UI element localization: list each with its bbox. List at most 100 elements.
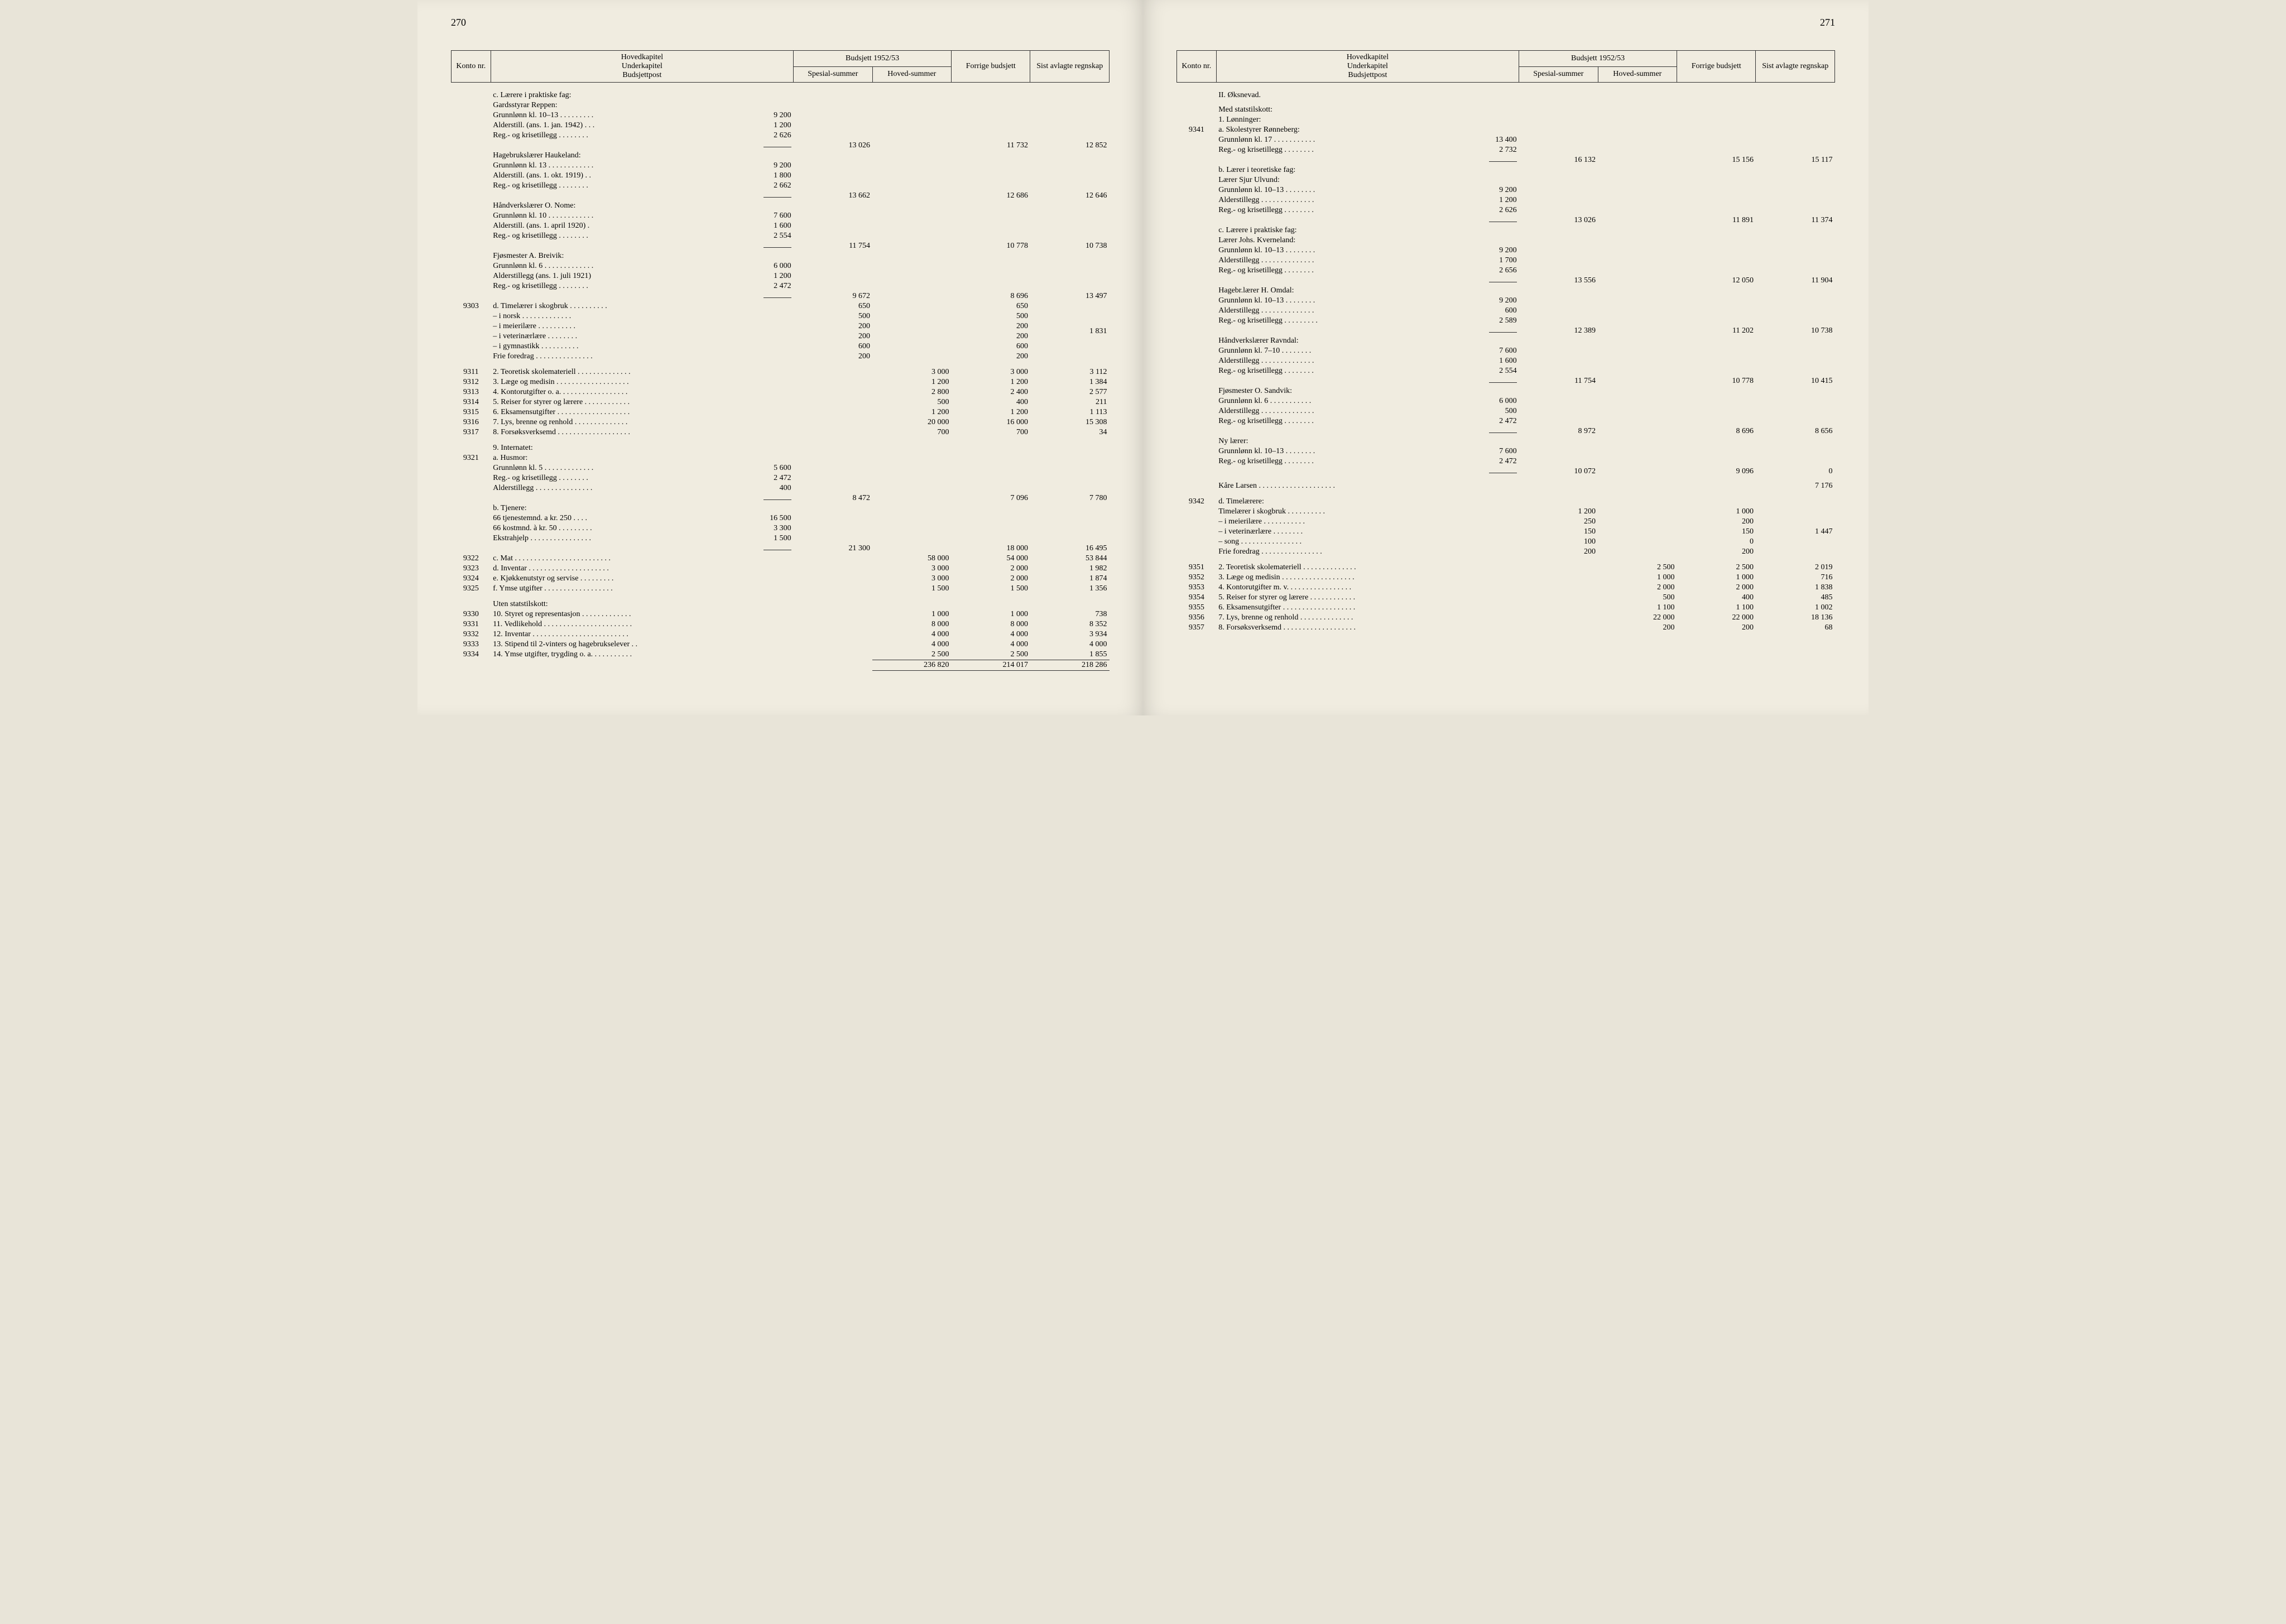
section-title: Uten statstilskott: xyxy=(491,599,793,609)
amount: 150 xyxy=(1519,527,1598,537)
line-item: Grunnlønn kl. 17 . . . . . . . . . . . xyxy=(1218,136,1315,144)
konto-nr: 9321 xyxy=(452,453,491,463)
line-item: Grunnlønn kl. 6 . . . . . . . . . . . . … xyxy=(493,262,593,270)
konto-nr: 9331 xyxy=(452,619,491,630)
th-hoved: Hoved-summer xyxy=(872,66,951,83)
konto-nr: 9315 xyxy=(452,407,491,417)
line-item: – i norsk . . . . . . . . . . . . . xyxy=(491,311,793,321)
amount: 2 554 xyxy=(1499,367,1517,376)
label: 1. Lønninger: xyxy=(1216,115,1519,125)
line-item: 3. Læge og medisin . . . . . . . . . . .… xyxy=(1216,573,1519,583)
line-item: 14. Ymse utgifter, trygding o. a. . . . … xyxy=(491,650,793,660)
page-number: 270 xyxy=(451,17,466,28)
th-sist: Sist avlagte regnskap xyxy=(1030,51,1110,83)
amount: 150 xyxy=(1677,527,1756,537)
amount: 700 xyxy=(872,427,951,438)
amount: 18 000 xyxy=(952,544,1030,554)
label: a. Husmor: xyxy=(491,453,793,463)
konto-nr: 9357 xyxy=(1177,623,1217,633)
konto-nr: 9342 xyxy=(1177,497,1217,507)
amount: 12 852 xyxy=(1030,141,1110,151)
amount: 1 600 xyxy=(774,222,791,230)
amount: 12 686 xyxy=(952,191,1030,201)
th-budsjett: Budsjett 1952/53 xyxy=(1519,51,1677,67)
line-item: – i gymnastikk . . . . . . . . . . xyxy=(491,342,793,352)
konto-nr: 9341 xyxy=(1177,125,1217,135)
amount: 1 200 xyxy=(872,377,951,387)
line-item: Grunnlønn kl. 10 . . . . . . . . . . . . xyxy=(493,212,593,220)
amount: 400 xyxy=(952,397,1030,407)
amount: 11 891 xyxy=(1677,215,1756,225)
line-item: Timelærer i skogbruk . . . . . . . . . . xyxy=(1216,507,1519,517)
subtotal: 11 754 xyxy=(794,241,872,251)
amount: 200 xyxy=(952,352,1030,362)
line-item: Reg.- og krisetillegg . . . . . . . . xyxy=(1218,146,1314,154)
amount: 1 500 xyxy=(952,584,1030,594)
section-title: II. Øksnevad. xyxy=(1216,90,1519,100)
konto-nr: 9355 xyxy=(1177,603,1217,613)
amount: 11 374 xyxy=(1756,215,1835,225)
line-item: d. Inventar . . . . . . . . . . . . . . … xyxy=(491,564,793,574)
konto-nr: 9313 xyxy=(452,387,491,397)
amount: 2 589 xyxy=(1499,316,1517,325)
subtotal: 21 300 xyxy=(794,544,872,554)
amount: 1 200 xyxy=(952,407,1030,417)
th-forrige: Forrige budsjett xyxy=(1677,51,1756,83)
amount: 200 xyxy=(1677,517,1756,527)
amount: 4 000 xyxy=(952,640,1030,650)
line-item: Reg.- og krisetillegg . . . . . . . . xyxy=(493,181,588,190)
konto-nr: 9311 xyxy=(452,367,491,377)
line-item: d. Timelærer i skogbruk . . . . . . . . … xyxy=(491,301,793,311)
header-line: Underkapitel xyxy=(622,62,662,70)
konto-nr: 9352 xyxy=(1177,573,1217,583)
amount: 2 019 xyxy=(1756,563,1835,573)
konto-nr: 9330 xyxy=(452,609,491,619)
line-item: Alderstillegg . . . . . . . . . . . . . … xyxy=(1218,357,1314,365)
budget-table-left: Konto nr. Hovedkapitel Underkapitel Buds… xyxy=(451,50,1110,671)
amount: 200 xyxy=(1519,547,1598,557)
amount: 200 xyxy=(794,352,872,362)
konto-nr: 9354 xyxy=(1177,593,1217,603)
section-title: 9. Internatet: xyxy=(491,443,793,453)
section-title: c. Lærere i praktiske fag: xyxy=(491,90,793,100)
table-header: Konto nr. Hovedkapitel Underkapitel Buds… xyxy=(1177,51,1835,83)
amount: 7 600 xyxy=(1499,447,1517,456)
line-item: 4. Kontorutgifter m. v. . . . . . . . . … xyxy=(1216,583,1519,593)
line-item: f. Ymse utgifter . . . . . . . . . . . .… xyxy=(491,584,793,594)
amount: 16 495 xyxy=(1030,544,1110,554)
amount: 1 100 xyxy=(1677,603,1756,613)
amount: 3 000 xyxy=(872,367,951,377)
line-item: 12. Inventar . . . . . . . . . . . . . .… xyxy=(491,630,793,640)
subtotal: 8 472 xyxy=(794,493,872,503)
subtotal: 11 754 xyxy=(1519,376,1598,386)
amount: 58 000 xyxy=(872,554,951,564)
amount: 0 xyxy=(1677,537,1756,547)
konto-nr: 9324 xyxy=(452,574,491,584)
amount: 9 200 xyxy=(1499,246,1517,255)
amount: 211 xyxy=(1030,397,1110,407)
amount: 10 738 xyxy=(1030,241,1110,251)
subtotal: 13 662 xyxy=(794,191,872,201)
line-item: – song . . . . . . . . . . . . . . . . xyxy=(1216,537,1519,547)
amount: 22 000 xyxy=(1598,613,1677,623)
amount: 3 000 xyxy=(872,564,951,574)
amount: 7 096 xyxy=(952,493,1030,503)
amount: 9 096 xyxy=(1677,467,1756,477)
amount: 1 447 xyxy=(1756,507,1835,557)
amount: 1 838 xyxy=(1756,583,1835,593)
subtotal: 16 132 xyxy=(1519,155,1598,165)
subtotal: 13 556 xyxy=(1519,276,1598,286)
amount: 3 934 xyxy=(1030,630,1110,640)
amount: 8 656 xyxy=(1756,426,1835,436)
amount: 1 200 xyxy=(774,272,791,281)
line-item: Reg.- og krisetillegg . . . . . . . . xyxy=(1218,206,1314,214)
subtotal: 8 972 xyxy=(1519,426,1598,436)
line-item: c. Mat . . . . . . . . . . . . . . . . .… xyxy=(491,554,793,564)
line-item: 4. Kontorutgifter o. a. . . . . . . . . … xyxy=(491,387,793,397)
line-item: Alderstillegg . . . . . . . . . . . . . … xyxy=(1218,196,1314,204)
subtotal: 13 026 xyxy=(794,141,872,151)
line-item: 5. Reiser for styrer og lærere . . . . .… xyxy=(491,397,793,407)
amount: 7 600 xyxy=(774,212,791,220)
amount: 68 xyxy=(1756,623,1835,633)
amount: 2 500 xyxy=(1677,563,1756,573)
